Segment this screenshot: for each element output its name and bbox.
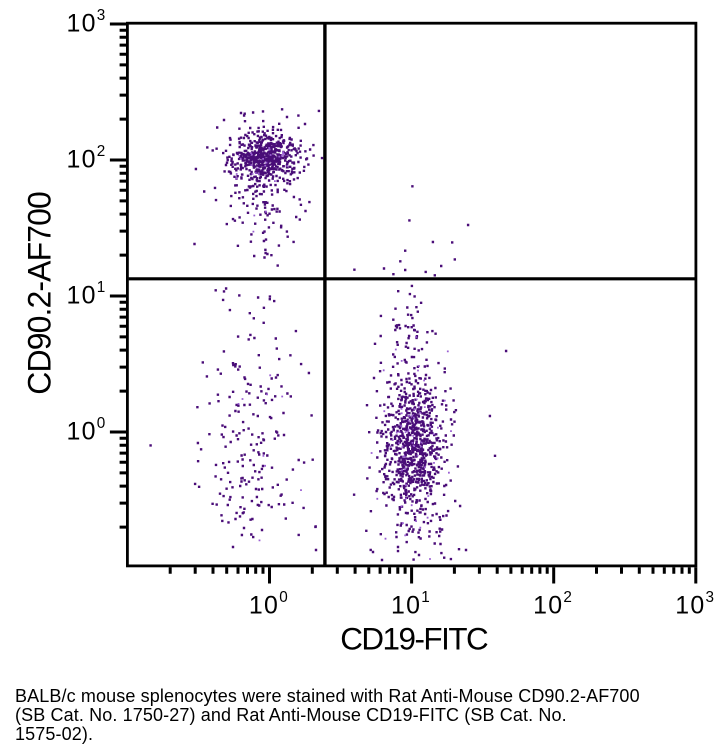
svg-text:100: 100 [67, 415, 106, 446]
svg-text:103: 103 [67, 7, 106, 38]
svg-text:100: 100 [249, 589, 288, 620]
svg-text:101: 101 [67, 279, 106, 310]
svg-text:103: 103 [675, 589, 714, 620]
svg-text:102: 102 [533, 589, 572, 620]
svg-text:CD90.2-AF700: CD90.2-AF700 [21, 192, 57, 395]
svg-text:CD19-FITC: CD19-FITC [340, 622, 488, 657]
svg-text:102: 102 [67, 143, 106, 174]
svg-text:101: 101 [391, 589, 430, 620]
